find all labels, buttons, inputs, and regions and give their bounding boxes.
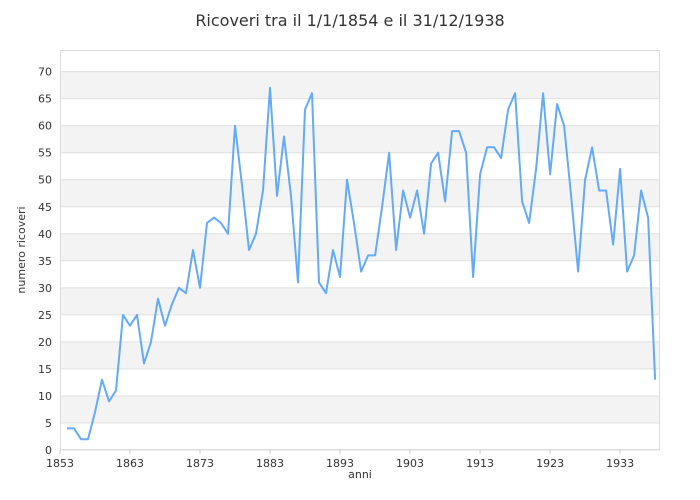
- x-tick-label: 1903: [396, 457, 424, 470]
- x-tick-label: 1923: [536, 457, 564, 470]
- grid-band: [60, 341, 660, 369]
- grid-band: [60, 125, 660, 153]
- grid-band: [60, 233, 660, 261]
- plot-border: [60, 50, 660, 450]
- y-tick-label: 0: [45, 444, 52, 457]
- x-tick-label: 1853: [46, 457, 74, 470]
- x-tick-label: 1933: [606, 457, 634, 470]
- x-axis-label: anni: [348, 468, 372, 481]
- y-tick-label: 25: [38, 309, 52, 322]
- grid-band: [60, 179, 660, 207]
- y-tick-label: 60: [38, 120, 52, 133]
- y-tick-label: 10: [38, 390, 52, 403]
- y-tick-label: 55: [38, 147, 52, 160]
- y-tick-label: 45: [38, 201, 52, 214]
- y-axis-label: numero ricoveri: [15, 206, 28, 293]
- y-tick-label: 30: [38, 282, 52, 295]
- y-tick-label: 70: [38, 66, 52, 79]
- series-line: [67, 86, 657, 441]
- x-tick-label: 1863: [116, 457, 144, 470]
- x-tick-label: 1893: [326, 457, 354, 470]
- grid-band: [60, 395, 660, 423]
- y-tick-label: 20: [38, 336, 52, 349]
- y-tick-label: 65: [38, 93, 52, 106]
- y-tick-label: 50: [38, 174, 52, 187]
- y-tick-label: 15: [38, 363, 52, 376]
- x-tick-label: 1873: [186, 457, 214, 470]
- y-tick-label: 40: [38, 228, 52, 241]
- grid-band: [60, 71, 660, 99]
- x-tick-label: 1913: [466, 457, 494, 470]
- x-tick-label: 1883: [256, 457, 284, 470]
- chart-title: Ricoveri tra il 1/1/1854 e il 31/12/1938: [195, 11, 505, 30]
- y-tick-label: 35: [38, 255, 52, 268]
- grid-band: [60, 287, 660, 315]
- y-tick-label: 5: [45, 417, 52, 430]
